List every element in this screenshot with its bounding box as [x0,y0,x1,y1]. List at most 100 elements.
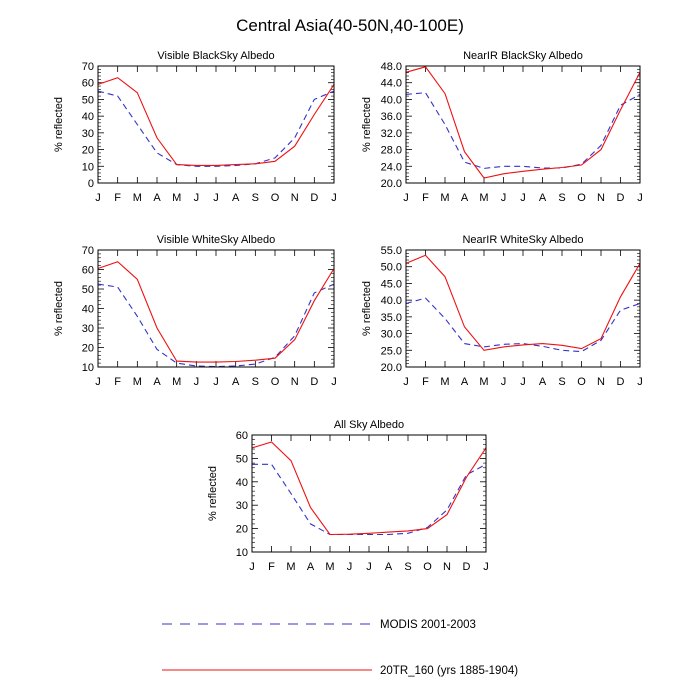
y-axis-label: % reflected [361,97,373,152]
x-tick-label: S [252,192,259,204]
y-tick-label: 20.0 [381,178,402,190]
x-tick-label: O [271,192,280,204]
y-tick-label: 50 [82,284,94,296]
x-tick-label: D [310,192,318,204]
x-tick-label: A [385,561,393,573]
plot-frame [97,65,335,184]
x-tick-label: J [95,376,101,388]
x-tick-label: N [597,192,605,204]
x-tick-label: M [479,192,488,204]
series-line-model [97,77,335,166]
x-tick-label: J [366,561,372,573]
y-tick-label: 40.0 [381,295,402,307]
y-tick-label: 20.0 [381,362,402,374]
x-tick-label: M [133,192,142,204]
legend: MODIS 2001-2003 20TR_160 (yrs 1885-1904) [162,619,518,677]
x-tick-label: M [440,192,449,204]
chart-visible-blacksky: Visible BlackSky Albedo % reflected 0 10 20 3… [53,50,337,204]
x-tick-label: O [423,561,432,573]
x-tick-label: J [483,561,489,573]
y-tick-label: 32.0 [381,128,402,140]
y-tick-label: 30.0 [381,329,402,341]
series-line-model [405,66,641,179]
y-tick-label: 20 [236,524,248,536]
x-tick-label: J [95,192,101,204]
plot-frame [405,249,641,368]
x-tick-label: D [617,192,625,204]
x-tick-label: F [114,192,121,204]
x-tick-label: J [213,192,219,204]
x-tick-label: J [501,376,507,388]
x-tick-label: N [597,376,605,388]
chart-title: Visible BlackSky Albedo [157,50,274,62]
x-tick-label: F [422,192,429,204]
x-tick-label: A [232,192,240,204]
x-tick-label: J [403,192,409,204]
x-tick-label: M [479,376,488,388]
y-tick-label: 20 [82,145,94,157]
y-axis-label: % reflected [53,97,65,152]
y-tick-label: 50 [236,453,248,465]
series-line-modis [252,463,487,536]
x-tick-label: J [249,561,255,573]
x-tick-label: A [232,376,240,388]
x-tick-label: N [291,192,299,204]
legend-label-model: 20TR_160 (yrs 1885-1904) [380,665,518,677]
x-tick-label: F [268,561,275,573]
y-tick-label: 50.0 [381,262,402,274]
x-tick-label: M [325,561,334,573]
x-tick-label: J [637,192,643,204]
series-line-model [405,254,641,351]
y-tick-label: 30 [82,323,94,335]
y-tick-label: 10 [82,362,94,374]
x-tick-label: J [347,561,353,573]
y-tick-label: 40 [82,111,94,123]
x-tick-label: J [331,192,337,204]
x-tick-label: J [331,376,337,388]
x-tick-label: J [520,376,526,388]
y-axis-label: % reflected [361,281,373,336]
y-tick-label: 24.0 [381,161,402,173]
x-tick-label: O [577,376,586,388]
x-tick-label: D [617,376,625,388]
y-tick-label: 50 [82,94,94,106]
x-tick-label: A [539,376,547,388]
y-tick-label: 30 [82,128,94,140]
y-tick-label: 28.0 [381,145,402,157]
y-tick-label: 45.0 [381,278,402,290]
y-tick-label: 40.0 [381,94,402,106]
y-tick-label: 20 [82,343,94,355]
y-tick-label: 40 [236,477,248,489]
chart-title: All Sky Albedo [334,419,404,431]
y-tick-label: 60 [82,78,94,90]
x-tick-label: S [252,376,259,388]
chart-title: Visible WhiteSky Albedo [157,234,275,246]
chart-title: NearIR WhiteSky Albedo [462,234,583,246]
x-tick-label: J [403,376,409,388]
chart-visible-whitesky: Visible WhiteSky Albedo % reflected 10 20 30… [53,234,337,388]
x-tick-label: D [310,376,318,388]
y-tick-label: 48.0 [381,61,402,73]
x-tick-label: O [577,192,586,204]
y-tick-label: 60 [82,265,94,277]
y-tick-label: 44.0 [381,78,402,90]
series-line-model [97,261,335,363]
x-tick-label: A [153,192,161,204]
chart-nearir-whitesky: NearIR WhiteSky Albedo % reflected 20.0 25.… [361,234,643,388]
series-line-modis [405,92,641,169]
y-tick-label: 55.0 [381,245,402,257]
x-tick-label: M [286,561,295,573]
chart-nearir-blacksky: NearIR BlackSky Albedo % reflected 20.0 24.… [361,50,643,204]
figure-title: Central Asia(40-50N,40-100E) [236,16,464,35]
series-line-model [251,441,487,536]
y-tick-label: 70 [82,245,94,257]
x-tick-label: A [461,376,469,388]
x-tick-label: J [213,376,219,388]
x-tick-label: N [443,561,451,573]
x-tick-label: N [291,376,299,388]
y-tick-label: 36.0 [381,111,402,123]
series-line-modis [97,283,335,368]
x-tick-label: M [172,192,181,204]
